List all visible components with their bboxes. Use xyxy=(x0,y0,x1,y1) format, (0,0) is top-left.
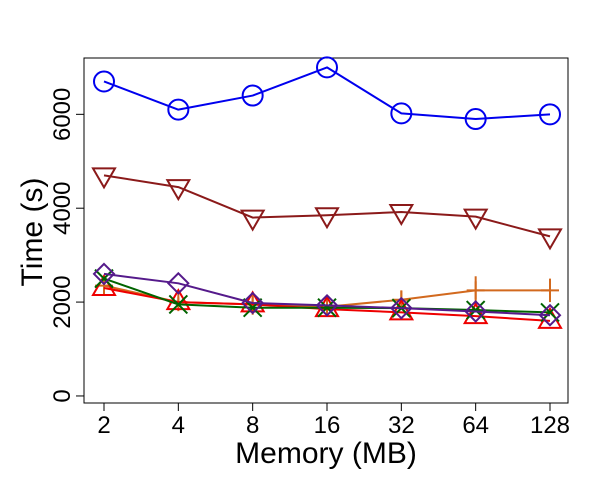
plot-frame xyxy=(83,57,569,404)
circle-marker xyxy=(167,98,190,121)
triangle-down-marker xyxy=(91,167,117,190)
circle-marker xyxy=(390,102,413,125)
series-diamond xyxy=(92,262,562,327)
triangle-down-marker xyxy=(388,203,415,226)
y-axis-ticks: 0 2000 4000 6000 xyxy=(49,88,84,403)
diamond-marker xyxy=(315,293,339,317)
circle-marker xyxy=(539,103,561,126)
y-tick-label: 4000 xyxy=(49,182,76,235)
triangle-down-marker xyxy=(462,208,489,231)
series-triangle-down xyxy=(91,167,563,251)
plus-marker xyxy=(466,281,485,300)
y-axis-title: Time (s) xyxy=(16,178,49,287)
circle-marker xyxy=(241,84,264,107)
triangle-down-marker xyxy=(537,228,563,251)
diamond-marker xyxy=(389,296,413,320)
circle-marker xyxy=(464,108,487,131)
diamond-marker xyxy=(241,291,265,315)
x-axis-ticks: 2 4 8 16 32 64 128 xyxy=(97,403,570,439)
series-circle xyxy=(93,56,561,131)
triangle-down-marker xyxy=(239,209,266,232)
plus-marker xyxy=(541,281,559,300)
triangle-up-marker xyxy=(462,302,489,325)
x-tick-label: 128 xyxy=(530,412,570,439)
diamond-marker xyxy=(464,300,488,323)
series-layer xyxy=(91,56,563,329)
diamond-marker xyxy=(166,271,190,295)
triangle-down-marker xyxy=(165,179,192,202)
series-line xyxy=(103,272,551,317)
x-tick-label: 4 xyxy=(172,412,185,439)
y-tick-label: 2000 xyxy=(49,275,76,328)
y-tick-label: 0 xyxy=(49,389,76,402)
circle-marker xyxy=(93,70,115,93)
x-tick-label: 64 xyxy=(462,412,489,439)
y-tick-label: 6000 xyxy=(49,88,76,141)
cross-marker xyxy=(168,294,189,315)
x-tick-label: 16 xyxy=(314,412,341,439)
cross-marker xyxy=(94,268,114,289)
circle-marker xyxy=(316,56,338,79)
x-axis-title: Memory (MB) xyxy=(235,437,417,470)
series-line xyxy=(103,66,551,121)
triangle-down-marker xyxy=(314,207,340,230)
series-line xyxy=(103,174,551,238)
x-tick-label: 8 xyxy=(246,412,259,439)
x-tick-label: 2 xyxy=(97,412,110,439)
diamond-marker xyxy=(92,262,116,286)
x-tick-label: 32 xyxy=(388,412,415,439)
diamond-marker xyxy=(538,303,562,327)
